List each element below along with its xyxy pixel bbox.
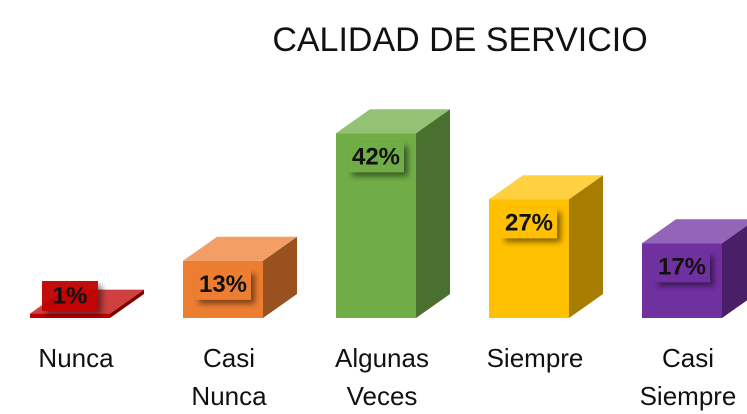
x-tick-label: Algunas Veces	[335, 343, 429, 411]
value-label: 17%	[658, 254, 706, 281]
bar-side	[416, 109, 450, 318]
value-label: 42%	[352, 144, 400, 171]
x-tick-label: Nunca	[38, 343, 114, 373]
x-tick-label: Casi Siempre	[640, 343, 737, 411]
bar-top	[183, 236, 297, 261]
bar-top	[336, 109, 450, 134]
x-tick-label: Casi Nunca	[191, 343, 267, 411]
value-label: 1%	[53, 282, 88, 309]
value-label-box	[654, 252, 710, 283]
bar-side	[263, 236, 297, 318]
x-tick-label: Siempre	[487, 343, 584, 373]
bar-top	[642, 219, 747, 244]
bar	[30, 313, 110, 318]
bar-side	[722, 225, 747, 318]
value-label-box	[348, 142, 404, 173]
bar-side	[569, 175, 603, 318]
value-label-box	[195, 269, 251, 300]
value-label-box	[42, 281, 98, 311]
bar-top	[489, 175, 603, 200]
bar-side	[110, 289, 144, 318]
value-label-box	[501, 208, 557, 239]
value-label: 13%	[199, 271, 247, 298]
value-label: 27%	[505, 210, 553, 237]
chart-title: CALIDAD DE SERVICIO	[272, 21, 647, 59]
